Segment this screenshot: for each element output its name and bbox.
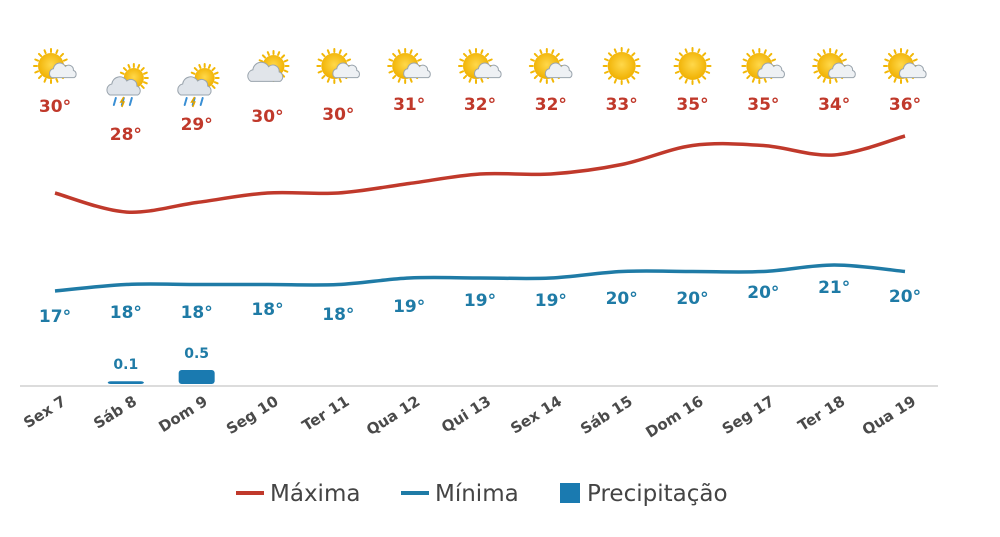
- max-series: 30° 28° 29° 30° 30° 31° 32° 32° 33° 35° 35° 34° 36°: [39, 95, 921, 214]
- min-temp-label: 20°: [676, 289, 708, 309]
- max-temp-label: 28°: [110, 125, 142, 145]
- max-temp-label: 33°: [606, 95, 638, 115]
- x-tick-label: Seg 10: [223, 392, 282, 438]
- x-tick-label: Sáb 8: [90, 392, 140, 432]
- max-temperature-line: [54, 134, 906, 214]
- partly-sunny-icon: [741, 48, 785, 84]
- x-tick-label: Sex 14: [507, 392, 565, 437]
- precipitation-label: 0.5: [184, 346, 209, 362]
- legend: Máxima Mínima Precipitação: [236, 481, 728, 507]
- min-temp-label: 19°: [464, 291, 496, 311]
- x-tick-label: Sáb 15: [577, 392, 636, 438]
- x-axis: Sex 7 Sáb 8 Dom 9 Seg 10 Ter 11 Qua 12 Qui 13 S…: [20, 392, 919, 441]
- max-temp-label: 30°: [322, 105, 354, 125]
- x-tick-label: Qua 19: [859, 392, 919, 439]
- min-temp-label: 20°: [747, 283, 779, 303]
- max-temp-label: 29°: [181, 115, 213, 135]
- x-tick-label: Ter 11: [299, 392, 353, 435]
- partly-sunny-icon: [458, 48, 502, 84]
- partly-sunny-icon: [387, 48, 431, 84]
- min-temp-label: 19°: [535, 291, 567, 311]
- min-temp-label: 20°: [606, 289, 638, 309]
- min-temperature-line: [54, 263, 906, 293]
- partly-sunny-icon: [33, 48, 77, 84]
- legend-swatch-precipitacao: [560, 483, 580, 503]
- min-temp-label: 21°: [818, 278, 850, 298]
- legend-label-maxima: Máxima: [270, 481, 360, 507]
- min-temp-label: 19°: [393, 297, 425, 317]
- max-temp-label: 32°: [464, 95, 496, 115]
- max-temp-label: 34°: [818, 95, 850, 115]
- min-temp-label: 18°: [181, 303, 213, 323]
- x-tick-label: Qua 12: [363, 392, 423, 439]
- x-tick-label: Qui 13: [438, 392, 494, 436]
- weather-icons: [33, 47, 927, 108]
- max-temp-label: 30°: [39, 97, 71, 117]
- legend-item-maxima: Máxima: [236, 481, 360, 507]
- min-temp-label: 18°: [110, 303, 142, 323]
- rain-storm-icon: [177, 63, 220, 108]
- max-temp-label: 31°: [393, 95, 425, 115]
- x-tick-label: Seg 17: [719, 392, 778, 438]
- max-temp-label: 36°: [889, 95, 921, 115]
- min-temp-label: 20°: [889, 287, 921, 307]
- min-temp-label: 18°: [322, 305, 354, 325]
- sunny-icon: [673, 47, 712, 85]
- x-tick-label: Dom 16: [642, 392, 706, 441]
- max-temp-label: 30°: [251, 107, 283, 127]
- legend-label-minima: Mínima: [435, 481, 519, 507]
- sunny-icon: [602, 47, 641, 85]
- partly-sunny-icon: [528, 48, 573, 84]
- legend-item-minima: Mínima: [401, 481, 519, 507]
- x-tick-label: Ter 18: [795, 392, 849, 435]
- x-tick-label: Dom 9: [155, 392, 210, 436]
- min-series: 17° 18° 18° 18° 18° 19° 19° 19° 20° 20° 20° 21° 20°: [39, 263, 921, 327]
- precipitation-bar: [178, 370, 215, 384]
- precipitation-label: 0.1: [113, 357, 138, 373]
- min-temp-label: 18°: [251, 300, 283, 320]
- partly-sunny-icon: [812, 48, 856, 84]
- x-tick-label: Sex 7: [20, 392, 69, 432]
- max-temp-label: 35°: [747, 95, 779, 115]
- min-temp-label: 17°: [39, 307, 71, 327]
- precipitation-series: 0.1 0.5: [107, 346, 215, 384]
- max-temp-label: 32°: [535, 95, 567, 115]
- legend-label-precipitacao: Precipitação: [587, 481, 728, 507]
- rain-storm-icon: [106, 63, 149, 108]
- legend-item-precipitacao: Precipitação: [560, 481, 728, 507]
- max-temp-label: 35°: [676, 95, 708, 115]
- partly-sunny-icon: [883, 48, 927, 84]
- partly-sunny-icon: [316, 48, 360, 84]
- cloudy-sun-icon: [247, 50, 290, 82]
- precipitation-bar: [107, 381, 144, 384]
